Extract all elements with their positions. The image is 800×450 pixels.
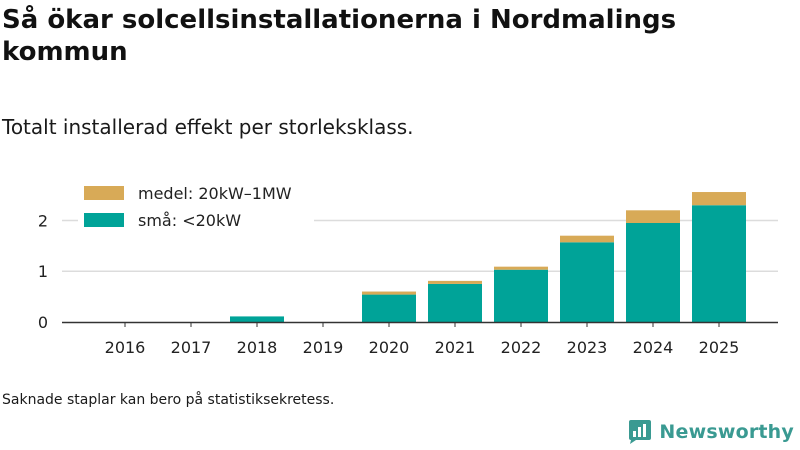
legend-label: medel: 20kW–1MW bbox=[138, 184, 292, 203]
legend-swatch bbox=[84, 186, 124, 200]
x-axis-ticks: 2016 2017 2018 2019 2020 2021 2022 2023 2024 2025 bbox=[105, 322, 740, 357]
footnote: Saknade staplar kan bero på statistiksek… bbox=[2, 392, 335, 408]
x-tick-label: 2020 bbox=[369, 338, 410, 357]
x-tick-label: 2018 bbox=[237, 338, 278, 357]
bar-segment bbox=[692, 192, 746, 206]
bars bbox=[230, 192, 746, 322]
bar-segment bbox=[494, 269, 548, 322]
x-tick-label: 2016 bbox=[105, 338, 146, 357]
x-tick-label: 2021 bbox=[435, 338, 476, 357]
bar-segment bbox=[626, 223, 680, 322]
bar-segment bbox=[428, 283, 482, 322]
y-axis-ticks: 0 1 2 bbox=[38, 211, 48, 332]
x-tick-label: 2017 bbox=[171, 338, 212, 357]
x-tick-label: 2024 bbox=[633, 338, 674, 357]
x-tick-label: 2025 bbox=[699, 338, 740, 357]
y-tick-label: 1 bbox=[38, 262, 48, 281]
x-tick-label: 2022 bbox=[501, 338, 542, 357]
legend-label: små: <20kW bbox=[138, 211, 241, 230]
bar-segment bbox=[230, 316, 284, 322]
bar-segment bbox=[560, 242, 614, 322]
legend-swatch bbox=[84, 213, 124, 227]
bar-segment bbox=[428, 280, 482, 284]
stacked-bar-chart: 0 1 2 2016 2017 2018 2019 2020 2021 2022 2023 2024… bbox=[37, 180, 778, 357]
brand-logo[interactable]: Newsworthy bbox=[627, 419, 794, 445]
bar-segment bbox=[692, 205, 746, 322]
y-tick-label: 2 bbox=[38, 211, 48, 230]
bar-chart-badge-icon bbox=[629, 420, 652, 444]
x-tick-label: 2023 bbox=[567, 338, 608, 357]
bar-segment bbox=[560, 235, 614, 243]
bar-segment bbox=[494, 266, 548, 270]
chart-title: Så ökar solcellsinstallationerna i Nordm… bbox=[2, 5, 677, 67]
bar-segment bbox=[362, 291, 416, 295]
bar-segment bbox=[362, 294, 416, 322]
x-tick-label: 2019 bbox=[303, 338, 344, 357]
y-tick-label: 0 bbox=[38, 313, 48, 332]
legend: medel: 20kW–1MW små: <20kW bbox=[78, 180, 314, 236]
bar-segment bbox=[626, 210, 680, 223]
brand-name: Newsworthy bbox=[659, 421, 794, 443]
chart-subtitle: Totalt installerad effekt per storlekskl… bbox=[2, 115, 414, 139]
